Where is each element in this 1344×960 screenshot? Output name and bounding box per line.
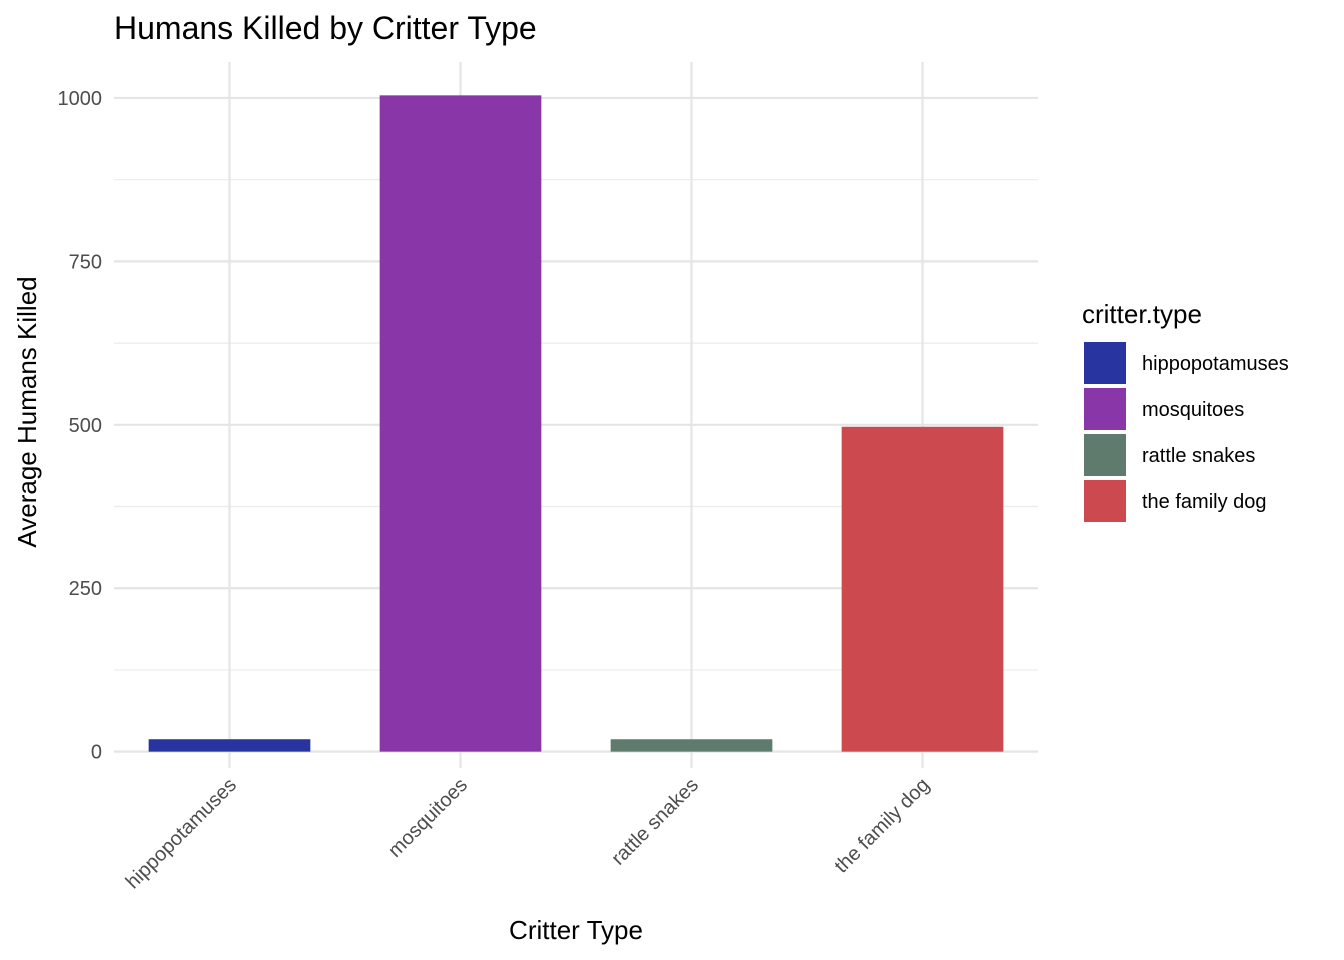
legend-key — [1084, 480, 1126, 522]
bar — [841, 426, 1004, 752]
legend-key — [1084, 388, 1126, 430]
legend-label: the family dog — [1142, 491, 1267, 513]
x-tick-label: hippopotamuses — [122, 774, 241, 893]
legend-label: hippopotamuses — [1142, 353, 1289, 375]
y-axis-title: Average Humans Killed — [12, 276, 42, 547]
x-tick-label: rattle snakes — [607, 774, 703, 870]
y-axis-ticks: 0 250 500 750 1000 — [58, 88, 103, 764]
bar — [148, 739, 311, 752]
x-tick-label: the family dog — [830, 774, 934, 878]
legend-label: mosquitoes — [1142, 399, 1244, 421]
y-tick-label: 500 — [69, 415, 102, 437]
bar — [379, 95, 542, 752]
legend-key — [1084, 342, 1126, 384]
y-tick-label: 250 — [69, 578, 102, 600]
legend-title: critter.type — [1082, 299, 1202, 329]
x-axis-ticks: hippopotamuses mosquitoes rattle snakes the… — [122, 774, 934, 893]
chart-title: Humans Killed by Critter Type — [114, 10, 537, 46]
y-tick-label: 1000 — [58, 88, 103, 110]
bars — [148, 95, 1004, 752]
x-tick-label: mosquitoes — [384, 774, 472, 862]
y-tick-label: 0 — [91, 742, 102, 764]
x-axis-title: Critter Type — [509, 915, 643, 945]
legend: critter.type hippopotamuses mosquitoes rat… — [1082, 299, 1289, 522]
bar — [610, 739, 773, 752]
legend-label: rattle snakes — [1142, 445, 1255, 467]
y-tick-label: 750 — [69, 251, 102, 273]
legend-key — [1084, 434, 1126, 476]
